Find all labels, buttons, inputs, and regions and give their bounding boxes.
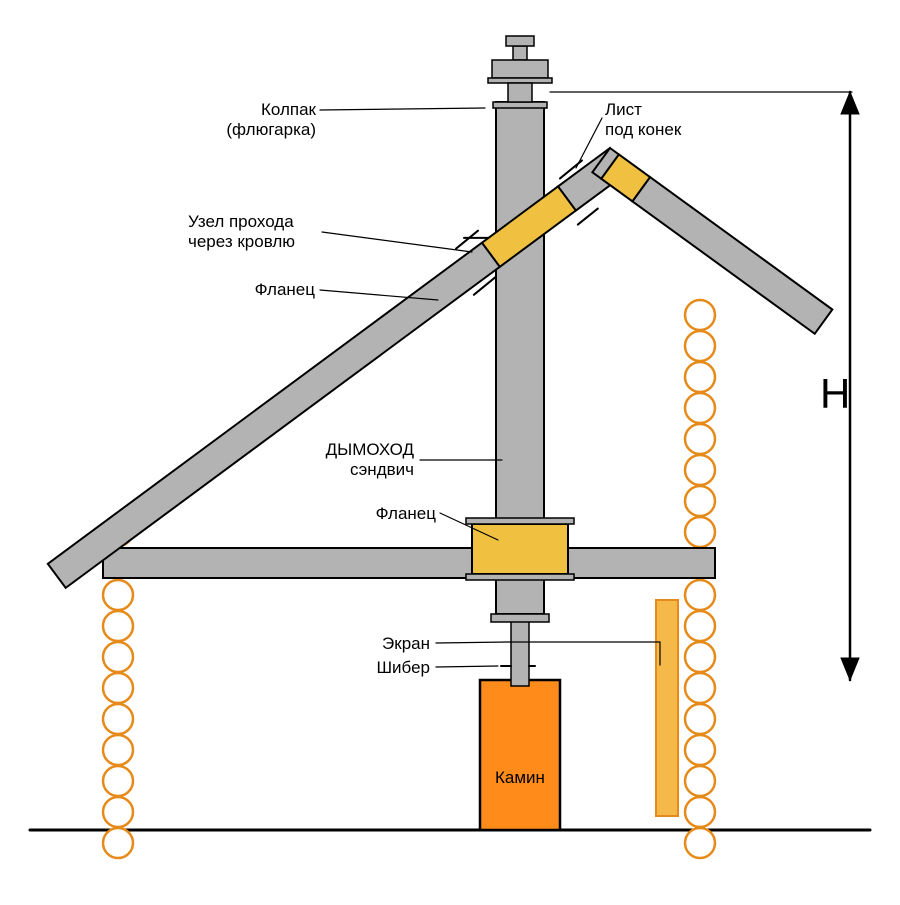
label-flange-mid: Фланец xyxy=(0,504,436,524)
dimension-h: H xyxy=(820,370,850,418)
label-cap: Колпак (флюгарка) xyxy=(0,100,316,139)
label-damper: Шибер xyxy=(0,658,430,678)
label-roof-passage: Узел прохода через кровлю xyxy=(188,212,295,251)
label-ridge-sheet: Лист под конек xyxy=(605,100,681,139)
label-screen: Экран xyxy=(0,634,430,654)
label-fireplace: Камин xyxy=(495,768,545,788)
label-chimney: ДЫМОХОД сэндвич xyxy=(0,440,414,479)
label-flange-top: Фланец xyxy=(0,280,315,300)
